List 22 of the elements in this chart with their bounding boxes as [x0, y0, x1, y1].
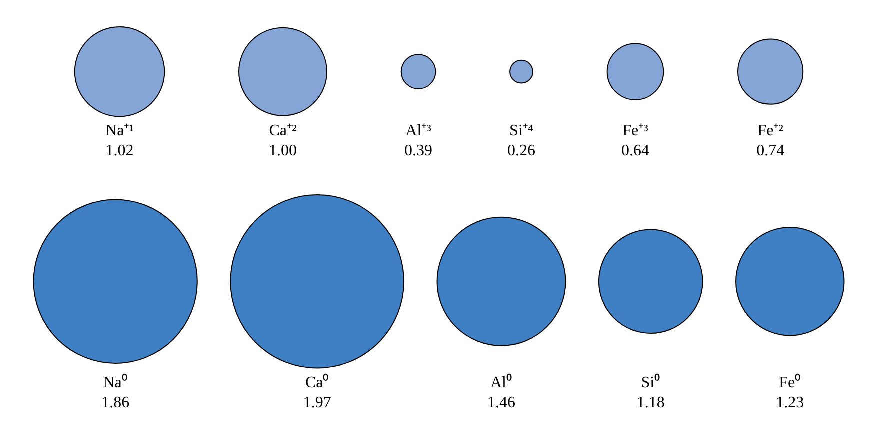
data-label: 1.00: [269, 142, 298, 160]
category-label: Fe⁰: [779, 373, 802, 392]
category-label: Si⁺⁴: [510, 122, 534, 140]
data-label: 0.64: [621, 142, 650, 160]
category-label: Ca⁺²: [269, 122, 297, 140]
data-label: 1.46: [487, 394, 516, 412]
data-label: 1.02: [106, 142, 134, 160]
data-label: 1.18: [636, 394, 665, 412]
data-label: 0.39: [404, 142, 433, 160]
category-label: Al⁺³: [406, 122, 432, 140]
data-label: 0.74: [756, 142, 785, 160]
data-label: 1.86: [102, 394, 130, 412]
category-label: Si⁰: [641, 373, 661, 392]
category-label: Fe⁺³: [622, 122, 649, 140]
category-label: Fe⁺²: [758, 122, 784, 140]
category-label: Ca⁰: [305, 373, 330, 392]
data-label: 1.23: [776, 394, 804, 412]
data-label: 1.97: [303, 394, 332, 412]
data-label: 0.26: [508, 142, 536, 160]
category-label: Na⁺¹: [106, 122, 134, 140]
category-label: Na⁰: [103, 373, 128, 392]
category-label: Al⁰: [490, 373, 512, 392]
